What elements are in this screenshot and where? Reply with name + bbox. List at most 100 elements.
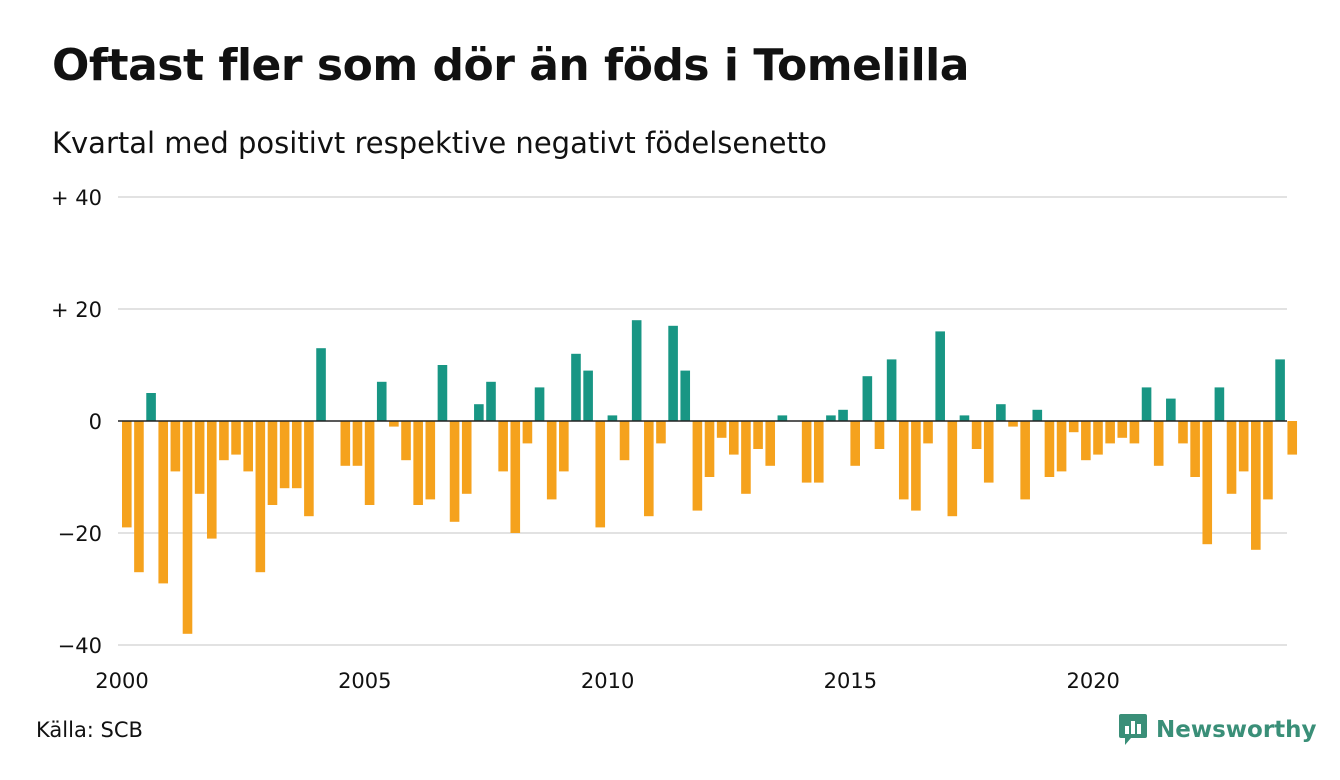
bar	[1141, 387, 1152, 421]
x-axis-ticks: 2000 2005 2010 2015 2020	[95, 669, 1120, 693]
y-tick-label: −20	[58, 522, 102, 546]
bar	[983, 421, 994, 483]
bar	[765, 421, 776, 466]
bar	[1263, 421, 1273, 500]
source-note: Källa: SCB	[36, 718, 143, 742]
bar	[1117, 421, 1128, 438]
bar	[122, 421, 132, 528]
bar	[304, 421, 314, 517]
bar	[838, 409, 848, 421]
bar	[1287, 421, 1298, 455]
bar	[401, 421, 411, 461]
bar	[1202, 421, 1213, 545]
bar	[316, 348, 326, 421]
bar	[1238, 421, 1249, 472]
bar	[425, 421, 436, 500]
bar	[668, 325, 678, 421]
bar	[911, 421, 921, 511]
bar	[1020, 421, 1030, 500]
bar	[194, 421, 205, 494]
bar	[1190, 421, 1200, 477]
bars	[122, 320, 1298, 634]
bar	[656, 421, 666, 444]
bar	[219, 421, 229, 461]
x-tick-label: 2005	[338, 669, 391, 693]
bar	[1081, 421, 1091, 461]
bar	[376, 381, 387, 421]
bar	[801, 421, 812, 483]
bar	[510, 421, 521, 533]
chart-subtitle: Kvartal med positivt respektive negativt…	[52, 126, 827, 160]
bar	[1056, 421, 1067, 472]
bar	[935, 331, 945, 421]
bar	[923, 421, 933, 444]
bar	[146, 393, 156, 421]
bar	[886, 359, 897, 421]
bar	[1251, 421, 1261, 550]
bar	[971, 421, 982, 449]
gridlines	[118, 196, 1287, 646]
bar	[1129, 421, 1140, 444]
bar	[583, 370, 593, 421]
bar	[741, 421, 751, 494]
bar	[559, 421, 569, 472]
bar	[619, 421, 630, 461]
bar	[777, 415, 788, 421]
bar	[474, 404, 484, 421]
bar	[729, 421, 739, 455]
bar	[546, 421, 557, 500]
logo-bar	[1131, 721, 1135, 734]
brand-logo: Newsworthy	[1118, 712, 1317, 748]
bar	[389, 421, 399, 427]
bar	[1153, 421, 1164, 466]
bar	[607, 415, 618, 421]
bar	[850, 421, 860, 466]
bar	[158, 421, 169, 584]
logo-bar	[1137, 724, 1141, 734]
bar	[522, 421, 533, 444]
bar	[486, 381, 496, 421]
bar	[959, 415, 970, 421]
bar	[291, 421, 302, 489]
bar	[644, 421, 654, 517]
y-tick-label: + 20	[51, 298, 102, 322]
x-tick-label: 2010	[581, 669, 634, 693]
bar	[1008, 421, 1018, 427]
bar	[1275, 359, 1285, 421]
bar	[255, 421, 266, 573]
bar	[1105, 421, 1115, 444]
bar	[170, 421, 181, 472]
bar	[182, 421, 193, 634]
bar	[874, 421, 885, 449]
bar	[1032, 409, 1043, 421]
bar	[1093, 421, 1103, 455]
bar	[862, 376, 873, 421]
bar-chart-speech-bubble-icon	[1119, 714, 1147, 745]
bar	[364, 421, 375, 505]
bar	[206, 421, 217, 539]
bar	[826, 415, 836, 421]
x-tick-label: 2020	[1066, 669, 1119, 693]
bar	[753, 421, 763, 449]
bar-chart: + 40 + 20 0 −20 −40 2000 2005 2010 2015 2020	[51, 186, 1298, 693]
y-tick-label: + 40	[51, 186, 102, 210]
bar	[461, 421, 472, 494]
bar	[352, 421, 363, 466]
bar	[716, 421, 727, 438]
bar	[595, 421, 606, 528]
x-tick-label: 2015	[824, 669, 877, 693]
bar	[1214, 387, 1225, 421]
bar	[631, 320, 642, 421]
bar	[498, 421, 508, 472]
bar	[692, 421, 703, 511]
logo-bar	[1125, 726, 1129, 734]
bar	[340, 421, 351, 466]
bar	[1068, 421, 1079, 433]
y-tick-label: −40	[58, 634, 102, 658]
bar	[243, 421, 253, 472]
bar	[996, 404, 1006, 421]
bar	[813, 421, 824, 483]
y-axis-ticks: + 40 + 20 0 −20 −40	[51, 186, 102, 658]
bar	[413, 421, 423, 505]
bar	[1044, 421, 1055, 477]
